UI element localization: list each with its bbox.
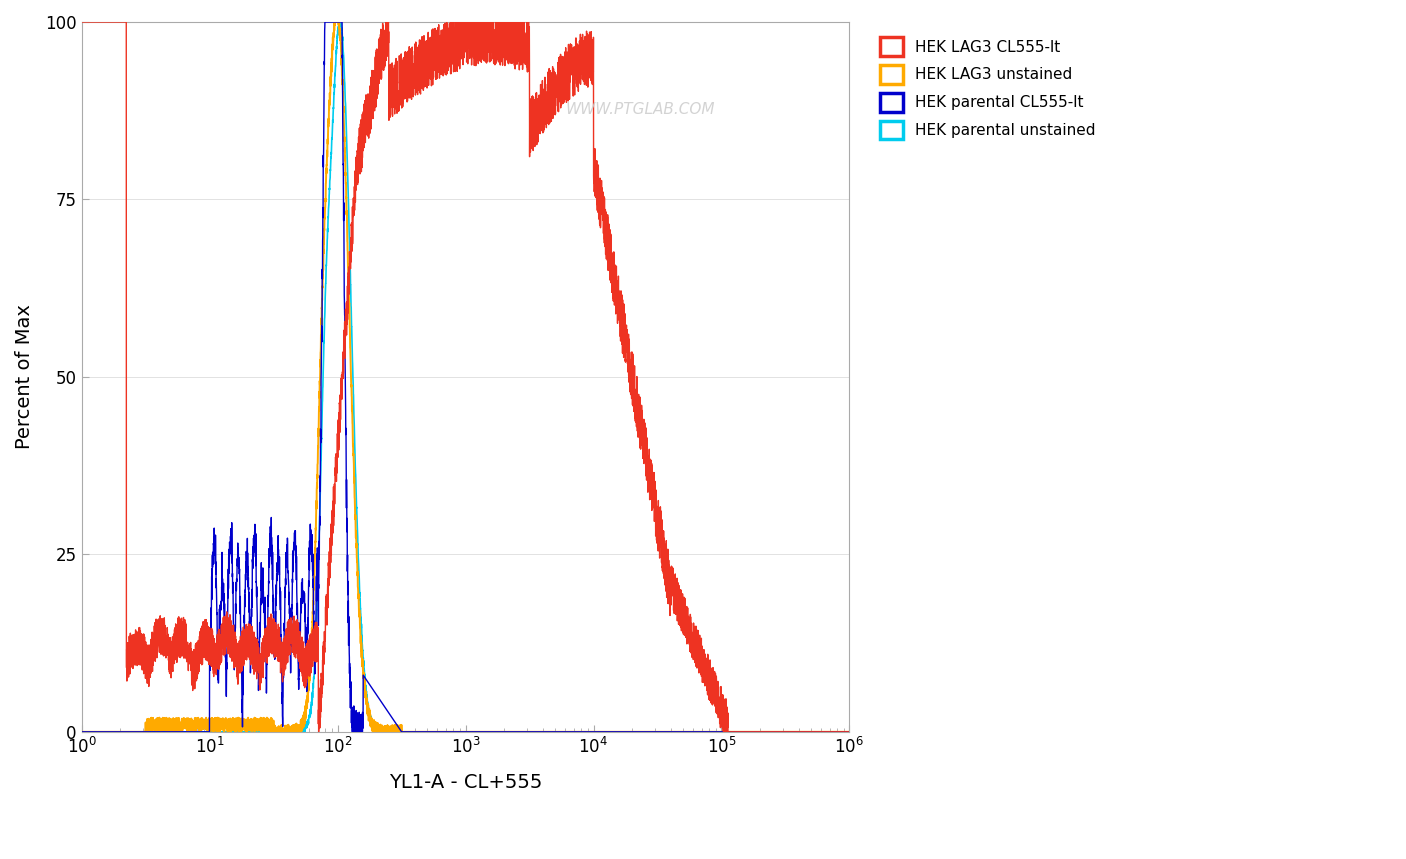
X-axis label: YL1-A - CL+555: YL1-A - CL+555 bbox=[389, 773, 543, 793]
Legend: HEK LAG3 CL555-lt, HEK LAG3 unstained, HEK parental CL555-lt, HEK parental unsta: HEK LAG3 CL555-lt, HEK LAG3 unstained, H… bbox=[873, 30, 1104, 147]
Text: WWW.PTGLAB.COM: WWW.PTGLAB.COM bbox=[565, 102, 714, 118]
Y-axis label: Percent of Max: Percent of Max bbox=[15, 304, 34, 449]
